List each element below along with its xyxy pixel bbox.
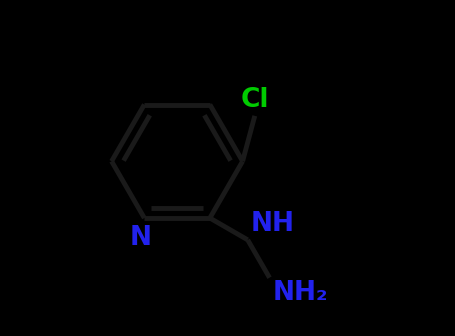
Text: NH₂: NH₂	[272, 280, 328, 306]
Text: N: N	[130, 225, 152, 251]
Text: NH: NH	[250, 210, 294, 237]
Text: Cl: Cl	[241, 87, 269, 113]
